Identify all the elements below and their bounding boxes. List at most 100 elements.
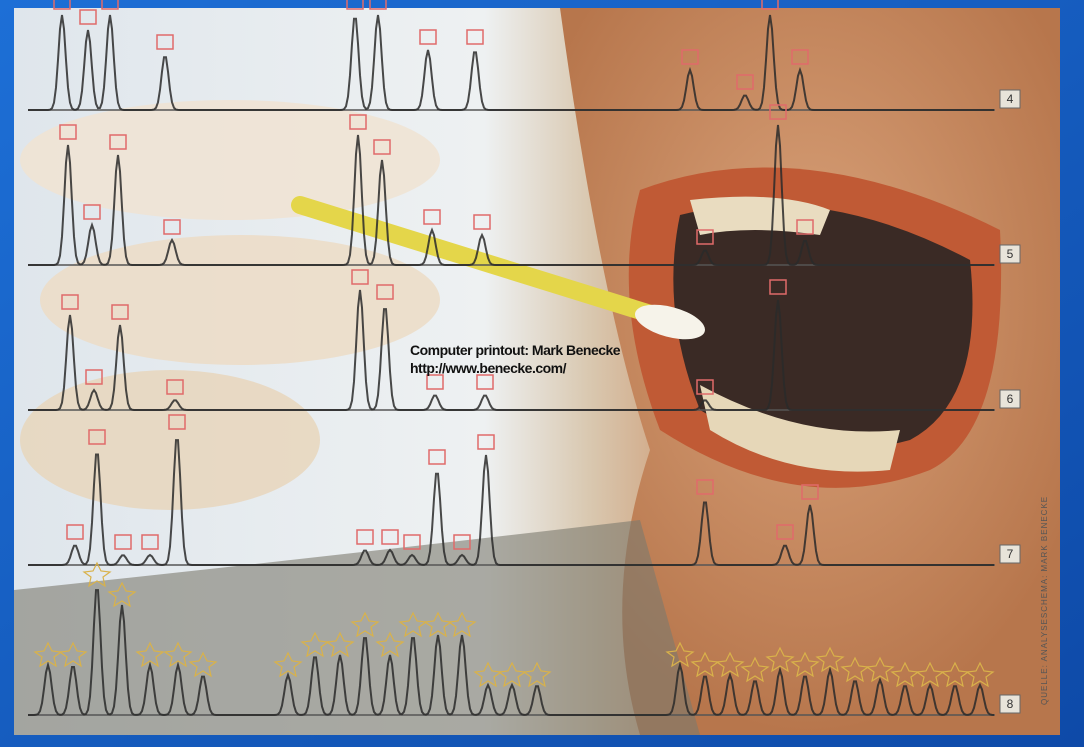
peak-marker [522, 661, 552, 688]
peak-marker [188, 651, 218, 678]
peak-marker [88, 429, 106, 445]
watermark-line: Computer printout: Mark Benecke [410, 342, 621, 358]
peak-marker [419, 29, 437, 45]
peak-marker [776, 524, 794, 540]
peak-marker [351, 269, 369, 285]
lane-box [999, 244, 1021, 264]
trace [28, 14, 994, 111]
peak-marker [665, 641, 695, 668]
peak-marker [79, 9, 97, 25]
peak-marker [681, 49, 699, 65]
lane-label: 6 [1007, 392, 1014, 406]
source-credit: QUELLE: ANALYSESCHEMA: MARK BENECKE [1040, 496, 1049, 705]
peak-marker [473, 214, 491, 230]
peak-marker [168, 414, 186, 430]
peak-marker [796, 219, 814, 235]
trace [28, 589, 995, 717]
peak-marker [107, 581, 137, 608]
peak-marker [815, 646, 845, 673]
peak-marker [453, 534, 471, 550]
peak-marker [865, 656, 895, 683]
peak-marker [381, 529, 399, 545]
peak-marker [915, 661, 945, 688]
peak-marker [135, 641, 165, 668]
peak-marker [890, 661, 920, 688]
peak-marker [33, 641, 63, 668]
lane-label: 4 [1007, 92, 1014, 106]
peak-marker [300, 631, 330, 658]
peak-marker [790, 651, 820, 678]
upper-teeth [690, 196, 830, 235]
peak-marker [166, 379, 184, 395]
peak-marker [696, 379, 714, 395]
peak-marker [403, 534, 421, 550]
peak-marker [356, 529, 374, 545]
peak-marker [373, 139, 391, 155]
peak-marker [156, 34, 174, 50]
trace [28, 439, 994, 567]
peak-marker [965, 661, 995, 688]
lane-label: 8 [1007, 697, 1014, 711]
lane-box [999, 694, 1021, 714]
peak-marker [82, 561, 112, 588]
peak-marker [466, 29, 484, 45]
peak-marker [769, 104, 787, 120]
teeth [700, 385, 900, 472]
swab-stick [291, 196, 679, 329]
peak-marker [85, 369, 103, 385]
peak-marker [141, 534, 159, 550]
lane-box [999, 389, 1021, 409]
peak-marker [428, 449, 446, 465]
peak-marker [66, 524, 84, 540]
peak-marker [423, 209, 441, 225]
peak-marker [765, 646, 795, 673]
peak-marker [101, 0, 119, 10]
trace [28, 289, 994, 411]
watermark-line: http://www.benecke.com/ [410, 360, 567, 376]
electropherogram [28, 0, 995, 717]
peak-marker [497, 661, 527, 688]
peak-marker [696, 479, 714, 495]
lane-labels: 4 5 6 7 8 [999, 89, 1021, 714]
peak-marker [53, 0, 71, 10]
peak-marker [696, 229, 714, 245]
peak-marker [109, 134, 127, 150]
finger [20, 370, 320, 510]
lane-box [999, 544, 1021, 564]
lane-label: 5 [1007, 247, 1014, 261]
peak-marker [477, 434, 495, 450]
peak-marker [346, 0, 364, 10]
peak-marker [350, 611, 380, 638]
peak-marker [325, 631, 355, 658]
peak-marker [376, 284, 394, 300]
peak-marker [61, 294, 79, 310]
peak-marker [769, 279, 787, 295]
peak-marker [349, 114, 367, 130]
peak-marker [369, 0, 387, 10]
finger [40, 235, 440, 365]
peak-marker [375, 631, 405, 658]
trace [28, 124, 994, 266]
lane-box [999, 89, 1021, 109]
peak-marker [476, 374, 494, 390]
peak-marker [163, 641, 193, 668]
peak-marker [163, 219, 181, 235]
peak-marker [690, 651, 720, 678]
lane-label: 7 [1007, 547, 1014, 561]
peak-marker [273, 651, 303, 678]
shadow [14, 520, 700, 735]
finger [20, 100, 440, 220]
swab-tip [635, 304, 705, 340]
peak-marker [83, 204, 101, 220]
peak-marker [715, 651, 745, 678]
peak-marker [58, 641, 88, 668]
peak-marker [114, 534, 132, 550]
peak-marker [426, 374, 444, 390]
peak-marker [398, 611, 428, 638]
peak-marker [111, 304, 129, 320]
photo: Computer printout: Mark Benecke http://w… [14, 0, 1060, 735]
peak-marker [840, 656, 870, 683]
peak-marker [940, 661, 970, 688]
